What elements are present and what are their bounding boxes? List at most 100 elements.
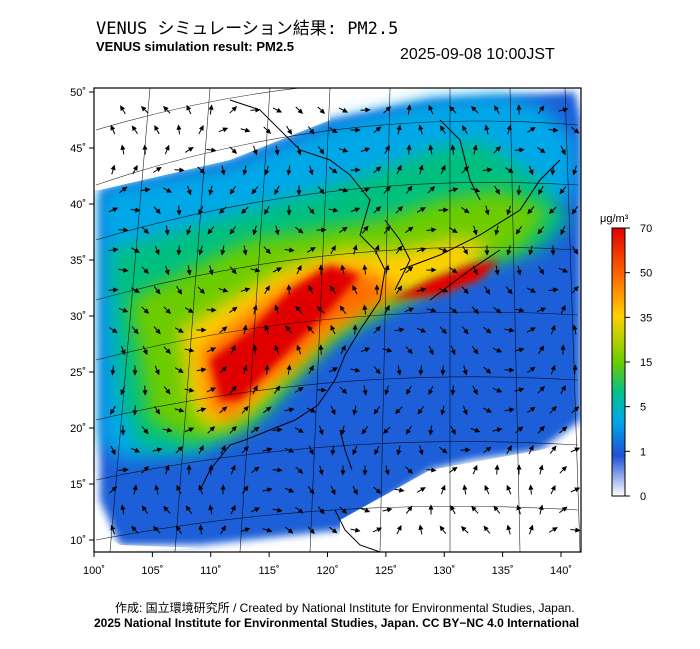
wind-arrow [164, 225, 170, 236]
colorbar-tick-label: 70 [640, 223, 652, 235]
wind-arrow [550, 324, 556, 335]
colorbar-unit: μg/m³ [600, 213, 629, 225]
wind-arrow [131, 525, 139, 534]
wind-arrow [438, 287, 449, 293]
wind-arrow [352, 244, 358, 255]
wind-arrow [572, 364, 578, 375]
wind-arrow [450, 385, 456, 396]
wind-arrow [330, 324, 336, 335]
wind-arrow [285, 526, 294, 534]
y-tick-label: 50˚ [70, 87, 86, 99]
wind-arrow [197, 166, 206, 174]
wind-arrow [360, 147, 371, 153]
wind-arrow [550, 245, 556, 256]
wind-arrow [175, 446, 184, 454]
wind-arrow [338, 187, 349, 193]
wind-arrow [449, 306, 458, 314]
wind-arrow [119, 186, 128, 194]
wind-arrow [396, 445, 402, 456]
wind-arrow [317, 106, 326, 114]
wind-arrow [184, 387, 195, 393]
wind-arrow [162, 427, 173, 433]
wind-arrow [252, 344, 258, 355]
wind-arrow [426, 467, 437, 473]
wind-arrow [516, 185, 522, 196]
wind-arrow [252, 225, 258, 236]
wind-arrow [536, 307, 547, 313]
wind-arrow [152, 526, 161, 534]
wind-arrow [284, 447, 295, 453]
wind-arrow [184, 427, 195, 433]
y-tick-label: 45˚ [70, 143, 86, 155]
wind-arrow [395, 206, 403, 214]
coastlines [199, 99, 561, 552]
wind-arrow [460, 447, 471, 453]
wind-arrow [110, 124, 116, 135]
wind-arrow [251, 466, 260, 474]
wind-arrow [396, 124, 402, 135]
wind-arrow [483, 326, 492, 334]
wind-arrow [360, 187, 371, 193]
wind-arrow [176, 205, 182, 216]
wind-arrow [219, 365, 227, 374]
colorbar-tick-label: 15 [640, 357, 652, 369]
wind-arrow [383, 225, 391, 234]
wind-arrow [416, 207, 426, 213]
wind-arrow [361, 426, 369, 435]
wind-arrow [559, 465, 567, 474]
y-tick-label: 35˚ [70, 255, 86, 267]
wind-arrow [461, 326, 469, 335]
x-tick-label: 100˚ [83, 565, 105, 577]
wind-arrow [154, 245, 160, 256]
colorbar-tick-label: 1 [640, 446, 646, 458]
wind-arrow [176, 124, 182, 135]
wind-arrow [470, 187, 481, 193]
wind-arrow [384, 385, 390, 396]
wind-arrow [163, 306, 171, 315]
wind-arrow [206, 147, 217, 153]
wind-arrow [164, 144, 170, 155]
wind-arrow [416, 247, 427, 253]
x-tick-label: 140˚ [550, 565, 572, 577]
wind-arrow [516, 504, 522, 515]
wind-arrow [120, 425, 126, 436]
title-japanese: VENUS シミュレーション結果: PM2.5 [96, 19, 399, 39]
wind-arrow [208, 265, 214, 276]
wind-arrow [462, 405, 468, 416]
wind-arrow [405, 346, 413, 355]
wind-arrow [426, 307, 437, 313]
wind-arrow [295, 305, 303, 314]
wind-arrow [417, 406, 425, 415]
wind-arrow [141, 226, 150, 234]
wind-arrow [559, 506, 568, 514]
wind-arrow [208, 104, 214, 115]
wind-arrow [241, 405, 249, 414]
wind-arrow [483, 525, 491, 534]
wind-arrow [329, 285, 337, 294]
wind-arrow [262, 487, 273, 493]
wind-arrow [329, 526, 338, 534]
wind-arrow [384, 465, 390, 476]
wind-arrow [295, 106, 304, 114]
wind-arrow [118, 227, 129, 233]
wind-arrow [130, 247, 140, 253]
wind-arrow [350, 527, 361, 533]
wind-arrow [514, 387, 525, 393]
wind-arrow [317, 146, 325, 155]
wind-arrow [220, 444, 226, 455]
wind-arrow [570, 447, 581, 453]
wind-arrow [482, 167, 493, 173]
wind-arrow [406, 144, 412, 155]
wind-arrow [360, 347, 371, 353]
wind-arrow [132, 365, 138, 376]
wind-arrow [198, 524, 204, 535]
wind-arrow [274, 185, 280, 196]
wind-arrow [141, 466, 150, 474]
x-tick-label: 130˚ [433, 565, 455, 577]
wind-arrow [141, 426, 149, 435]
wind-arrow [559, 186, 567, 195]
wind-arrow [308, 165, 314, 176]
credit-license: 2025 National Institute for Environmenta… [94, 616, 580, 630]
wind-arrow [537, 385, 545, 394]
